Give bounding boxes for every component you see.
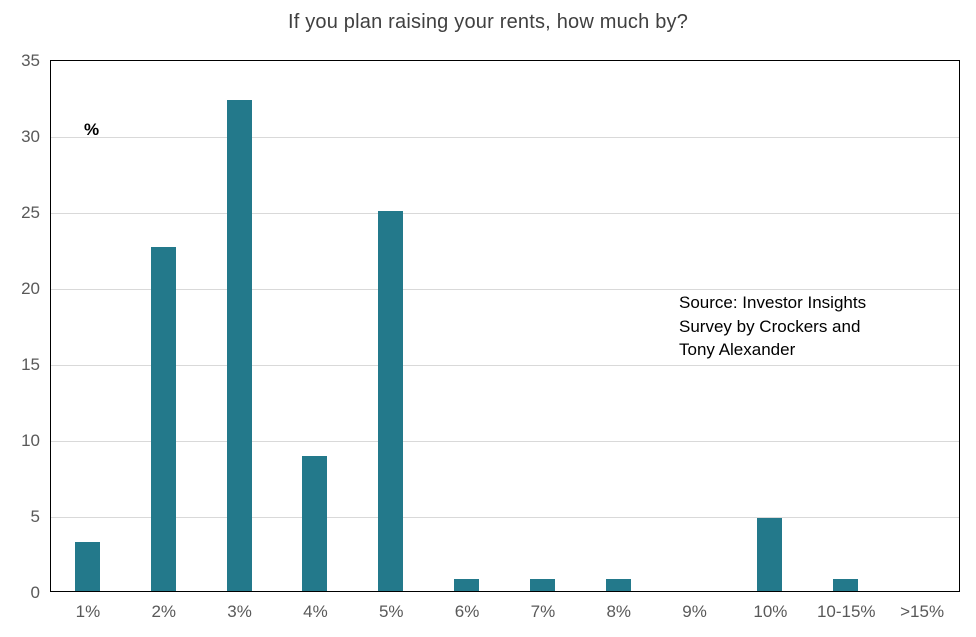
y-tick-label: 35 xyxy=(21,50,40,70)
bar-5% xyxy=(378,211,404,591)
gridline xyxy=(51,441,959,442)
y-tick-label: 25 xyxy=(21,202,40,222)
x-tick-label: 4% xyxy=(303,602,328,621)
x-tick-label: 7% xyxy=(530,602,556,621)
bar-1% xyxy=(74,542,100,591)
gridline xyxy=(51,517,959,518)
source-annotation-line: Survey by Crockers and xyxy=(679,316,861,336)
x-tick-label: 6% xyxy=(454,602,480,621)
x-tick-label: 5% xyxy=(378,602,404,621)
y-tick-label: 10 xyxy=(21,430,40,450)
y-tick-label: 30 xyxy=(21,126,40,146)
plot-area: % Source: Investor Insights Survey by Cr… xyxy=(50,60,960,592)
x-tick-label: 10-15% xyxy=(816,602,876,621)
gridline xyxy=(51,289,959,290)
y-tick-label: 0 xyxy=(30,582,40,602)
x-tick-label: 9% xyxy=(682,602,707,621)
bar-8% xyxy=(605,578,631,591)
chart-title: If you plan raising your rents, how much… xyxy=(287,11,689,33)
source-annotation-line: Tony Alexander xyxy=(679,340,796,359)
source-annotation-line: Source: Investor Insights xyxy=(679,293,867,312)
x-tick-label: 3% xyxy=(227,602,252,621)
source-annotation: Source: Investor Insights Survey by Croc… xyxy=(679,291,919,362)
x-tick-label: 2% xyxy=(151,602,177,621)
bar-7% xyxy=(529,578,555,591)
y-tick-label: 20 xyxy=(21,278,40,298)
gridline xyxy=(51,213,959,214)
x-tick-label: 8% xyxy=(606,602,632,621)
x-tick-label: >15% xyxy=(900,602,945,621)
x-tick-label: 10% xyxy=(753,602,788,621)
gridline xyxy=(51,365,959,366)
bar-3% xyxy=(226,100,252,591)
x-tick-label: 1% xyxy=(75,602,101,621)
y-tick-label: 15 xyxy=(21,354,40,374)
bar-10% xyxy=(757,518,783,591)
bar-2% xyxy=(150,247,176,591)
y-tick-label: 5 xyxy=(30,506,40,526)
bar-10-15% xyxy=(833,578,859,591)
gridline xyxy=(51,137,959,138)
y-axis-unit-label: % xyxy=(84,120,100,139)
bar-6% xyxy=(454,578,480,591)
bar-4% xyxy=(302,455,328,591)
